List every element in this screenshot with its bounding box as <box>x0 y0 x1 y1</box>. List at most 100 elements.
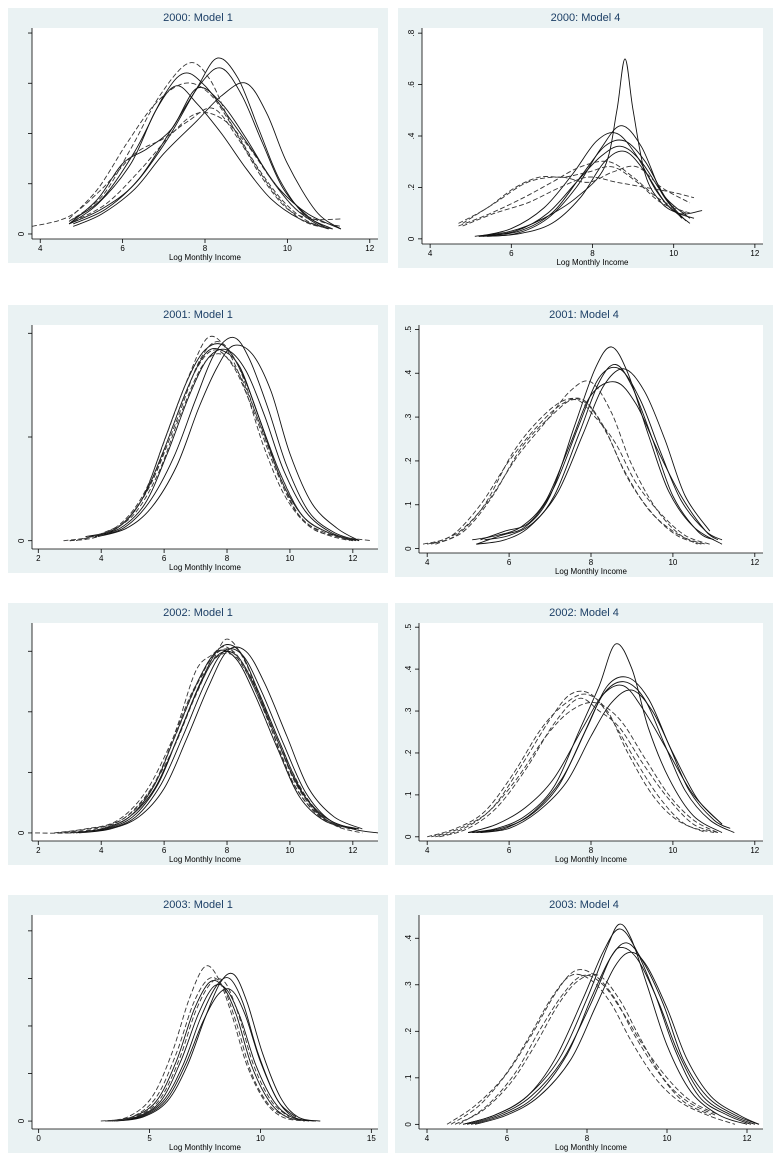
y-tick-label: .4 <box>404 934 413 941</box>
density-curve-dashed <box>57 652 350 834</box>
x-tick-label: 4 <box>425 1134 430 1143</box>
chart-2003-model-4: 2003: Model 4 4 6 8 10 12 0 .1 .2 .3 .4 Log Monthly… <box>404 899 763 1152</box>
chart-2003-model-1-panel: 2003: Model 1 0 5 10 15 0 Log Monthly Income <box>8 895 388 1153</box>
plot-area <box>32 28 378 239</box>
density-curve-solid <box>97 344 360 542</box>
plot-area <box>419 325 763 553</box>
density-curve-solid <box>109 984 314 1122</box>
density-curve-dashed <box>458 974 720 1125</box>
density-curve-dashed <box>431 701 719 838</box>
x-tick-label: 4 <box>99 554 104 563</box>
x-tick-label: 4 <box>428 249 433 258</box>
chart-2001-model-1: 2001: Model 1 2 4 6 8 10 12 0 Log Monthly Income <box>17 309 378 572</box>
chart-2000-model-4-panel: 2000: Model 4 4 6 8 10 12 0 .2 .4 .6 .8 Log Monthly… <box>398 8 773 268</box>
x-tick-label: 10 <box>668 558 677 567</box>
chart-title: 2002: Model 4 <box>549 607 619 619</box>
chart-title: 2001: Model 4 <box>549 309 619 321</box>
density-curve-solid <box>476 364 715 545</box>
density-curve-solid <box>478 145 691 237</box>
y-tick-label: 0 <box>404 546 413 551</box>
chart-2003-model-4-panel: 2003: Model 4 4 6 8 10 12 0 .1 .2 .3 .4 Log Monthly… <box>395 895 773 1153</box>
chart-title: 2003: Model 1 <box>163 899 233 911</box>
plot-area <box>32 915 378 1129</box>
chart-2000-model-1: 2000: Model 1 4 6 8 10 12 0 Log Monthly Income <box>17 12 378 262</box>
density-curve-dashed <box>63 335 372 542</box>
density-curve-solid <box>75 648 360 834</box>
x-tick-label: 8 <box>590 249 595 258</box>
y-tick-label: .3 <box>404 707 413 714</box>
x-tick-label: 2 <box>36 554 41 563</box>
chart-2002-model-1-panel: 2002: Model 1 2 4 6 8 10 12 0 Log Monthly Income <box>8 603 388 865</box>
y-tick-label: .2 <box>404 457 413 464</box>
density-curve-dashed <box>69 341 353 542</box>
density-curve-dashed <box>450 969 712 1125</box>
x-tick-label: 4 <box>38 244 43 253</box>
density-curve-dashed <box>105 977 288 1122</box>
y-tick-label: .1 <box>404 1074 413 1081</box>
density-curve-dashed <box>68 62 333 230</box>
chart-title: 2000: Model 4 <box>551 12 621 24</box>
density-curve-solid <box>482 139 687 237</box>
x-axis-label: Log Monthly Income <box>555 1143 628 1152</box>
density-curve-dashed <box>63 648 350 834</box>
density-curve-dashed <box>458 160 687 227</box>
x-tick-label: 10 <box>283 244 292 253</box>
x-tick-label: 6 <box>505 1134 510 1143</box>
x-tick-label: 5 <box>147 1134 152 1143</box>
density-curve-solid <box>474 951 760 1125</box>
density-curve-dashed <box>446 973 736 1125</box>
density-curve-dashed <box>462 176 695 227</box>
x-axis-label: Log Monthly Income <box>555 567 628 576</box>
x-tick-label: 10 <box>663 1134 672 1143</box>
density-curve-solid <box>468 643 723 834</box>
x-tick-label: 6 <box>507 846 512 855</box>
x-tick-label: 10 <box>668 846 677 855</box>
chart-2000-model-4: 2000: Model 4 4 6 8 10 12 0 .2 .4 .6 .8 Log Monthly… <box>407 12 763 267</box>
density-curve-solid <box>484 368 711 541</box>
density-curve-solid <box>467 684 723 834</box>
y-tick-label: .4 <box>407 132 416 139</box>
chart-2001-model-4-panel: 2001: Model 4 4 6 8 10 12 0 .1 .2 .3 .4 .5 Log Month… <box>395 305 773 577</box>
x-axis-label: Log Monthly Income <box>169 1143 242 1152</box>
x-tick-label: 12 <box>750 846 759 855</box>
y-tick-label: .5 <box>404 325 413 332</box>
density-curve-solid <box>73 67 329 230</box>
x-tick-label: 6 <box>162 554 167 563</box>
chart-2002-model-1: 2002: Model 1 2 4 6 8 10 12 0 Log Monthly Income <box>17 607 379 864</box>
density-curve-solid <box>462 928 752 1125</box>
x-tick-label: 8 <box>225 554 230 563</box>
y-tick-label: .4 <box>404 665 413 672</box>
density-curve-dashed <box>439 697 719 838</box>
density-curve-dashed <box>107 978 290 1122</box>
x-axis-label: Log Monthly Income <box>169 253 242 262</box>
density-curve-dashed <box>454 973 716 1125</box>
density-curve-dashed <box>435 399 710 545</box>
x-tick-label: 4 <box>425 846 430 855</box>
density-curve-solid <box>94 336 360 542</box>
x-tick-label: 12 <box>743 1134 752 1143</box>
x-tick-label: 2 <box>36 846 41 855</box>
x-tick-label: 6 <box>509 249 514 258</box>
x-axis-label: Log Monthly Income <box>169 563 242 572</box>
y-tick-label: .2 <box>404 749 413 756</box>
density-curve-dashed <box>458 166 691 224</box>
density-curve-dashed <box>68 82 333 230</box>
density-curve-solid <box>466 946 756 1125</box>
density-curve-dashed <box>431 380 706 545</box>
density-curve-dashed <box>72 111 342 227</box>
x-tick-label: 12 <box>348 846 357 855</box>
x-tick-label: 8 <box>225 846 230 855</box>
density-curve-dashed <box>427 693 706 838</box>
plot-area <box>419 623 763 841</box>
density-curve-dashed <box>100 965 305 1122</box>
x-axis-label: Log Monthly Income <box>169 855 242 864</box>
density-curve-solid <box>476 346 723 545</box>
y-tick-label: 0 <box>407 236 416 241</box>
x-tick-label: 6 <box>507 558 512 567</box>
y-tick-label: .2 <box>407 184 416 191</box>
y-tick-label: 0 <box>404 834 413 839</box>
y-tick-label: .6 <box>407 81 416 88</box>
chart-2000-model-1-panel: 2000: Model 1 4 6 8 10 12 0 Log Monthly Income <box>8 8 388 263</box>
x-tick-label: 12 <box>750 249 759 258</box>
y-tick-label: 0 <box>17 1118 26 1123</box>
